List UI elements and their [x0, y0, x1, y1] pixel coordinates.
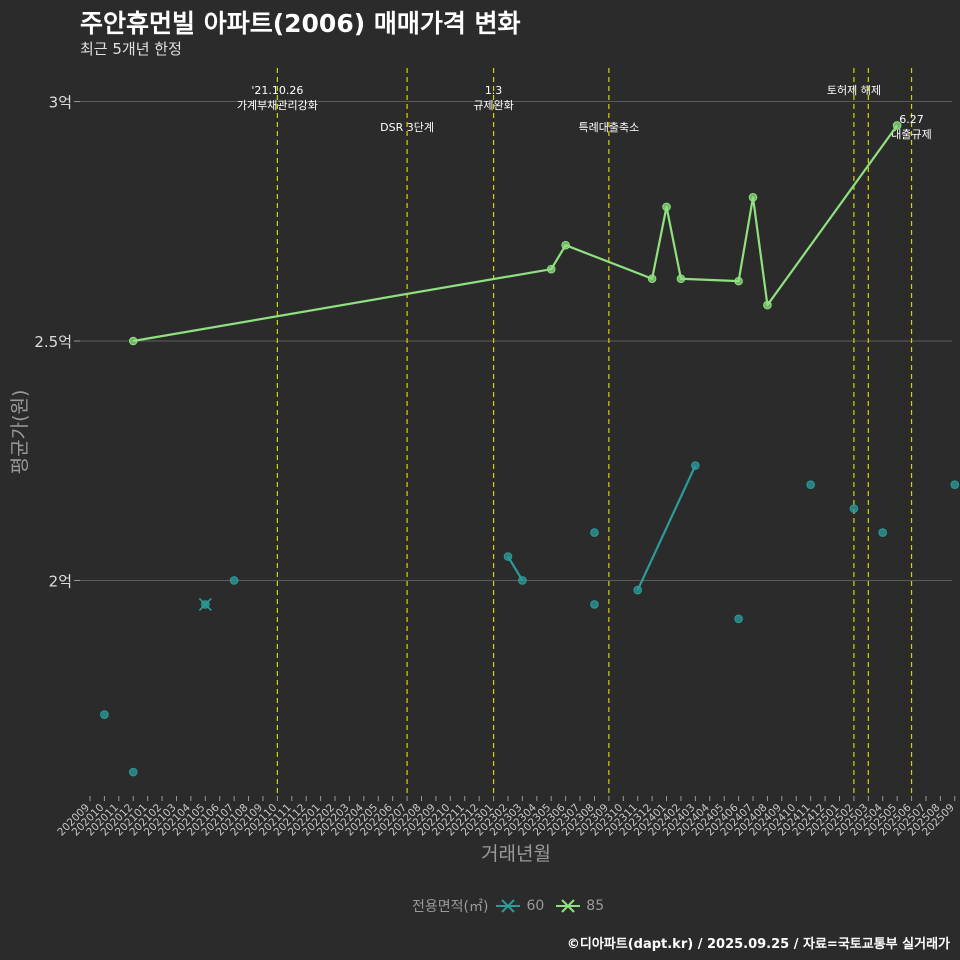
legend-key-60	[496, 899, 521, 913]
data-point-60	[950, 480, 960, 489]
data-point-60	[878, 528, 888, 537]
series-line-60	[636, 465, 697, 591]
data-point-60	[849, 504, 859, 513]
data-point-60	[734, 614, 743, 624]
data-point-60	[806, 480, 815, 489]
data-point-85	[561, 240, 570, 250]
event-annotation: 특례대출축소	[579, 121, 640, 134]
cross-marker-60	[198, 597, 212, 611]
legend-label-60: 60	[526, 898, 545, 914]
data-point-60	[590, 528, 599, 537]
data-point-60	[128, 767, 138, 777]
event-annotation: 규제완화	[473, 99, 513, 112]
data-point-60	[590, 600, 599, 609]
data-point-60	[691, 461, 700, 470]
data-point-85	[128, 336, 138, 346]
y-tick-label: 2.5억	[34, 333, 72, 351]
legend-label-85: 85	[586, 898, 605, 914]
chart-title: 주안휴먼빌 아파트(2006) 매매가격 변화	[80, 9, 521, 38]
y-tick-label: 3억	[49, 94, 72, 112]
data-point-60	[633, 585, 643, 595]
x-axis-title: 거래년월	[481, 843, 551, 865]
event-annotation: 1.3	[485, 84, 503, 97]
legend: 전용면적(㎡) 60 85	[412, 896, 608, 916]
data-point-60	[503, 552, 513, 561]
data-point-60	[229, 576, 239, 585]
event-annotation: '21.10.26	[251, 84, 303, 97]
series-line-85	[133, 124, 899, 343]
data-point-60	[518, 576, 527, 585]
chart-subtitle: 최근 5개년 한정	[80, 40, 182, 58]
data-point-85	[647, 274, 657, 284]
data-point-85	[662, 202, 671, 212]
source-caption: ©디아파트(dapt.kr) / 2025.09.25 / 자료=국토교통부 실…	[566, 937, 950, 952]
event-annotation: DSR 3단계	[380, 121, 434, 134]
event-annotation: 대출규제	[891, 128, 931, 141]
data-point-85	[546, 264, 556, 274]
legend-title: 전용면적(㎡)	[412, 899, 489, 915]
data-point-85	[763, 300, 772, 310]
legend-key-85	[556, 899, 581, 913]
data-point-60	[100, 710, 109, 719]
event-annotation: 토허제 해제	[827, 83, 881, 97]
y-axis-title: 평균가(원)	[9, 390, 31, 475]
data-point-85	[676, 274, 686, 284]
data-point-85	[892, 121, 902, 130]
event-annotation: 6.27	[899, 113, 924, 126]
data-point-85	[748, 193, 758, 202]
series-line-60	[507, 555, 524, 582]
y-tick-label: 2억	[49, 572, 72, 590]
data-point-85	[734, 276, 743, 286]
event-annotation: 가계부채관리강화	[237, 99, 318, 112]
